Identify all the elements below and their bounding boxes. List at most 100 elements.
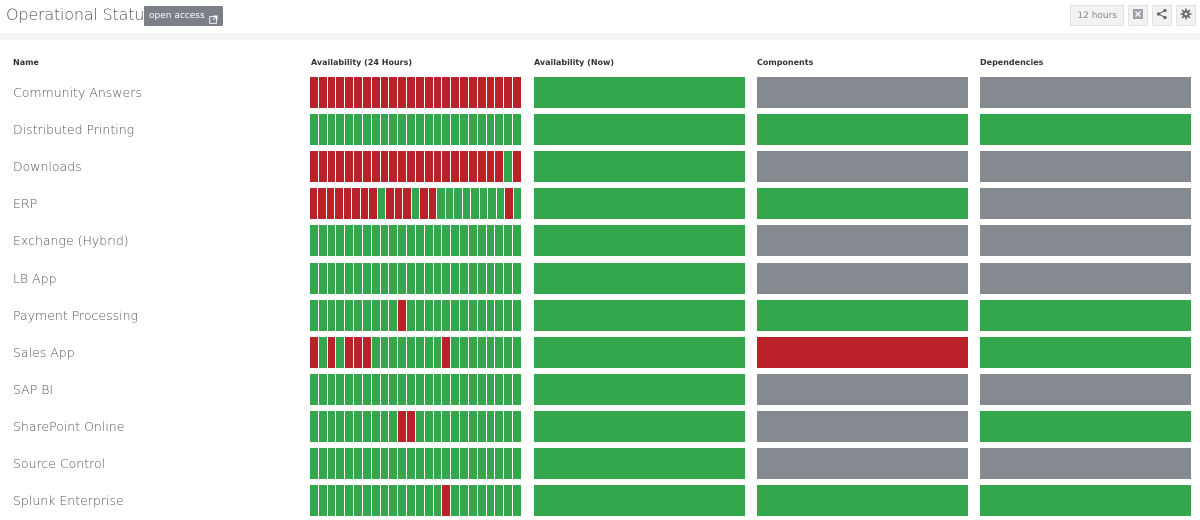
hour-segment[interactable] (407, 485, 415, 516)
hour-segment[interactable] (424, 374, 433, 405)
hour-segment[interactable] (336, 485, 345, 516)
hour-segment[interactable] (345, 300, 354, 331)
hour-segment[interactable] (371, 485, 380, 516)
hour-segment[interactable] (495, 337, 504, 368)
hour-segment[interactable] (362, 77, 371, 108)
hour-segment[interactable] (468, 151, 477, 182)
hour-segment[interactable] (451, 485, 460, 516)
hour-segment[interactable] (513, 188, 522, 219)
settings-button[interactable] (1176, 5, 1196, 26)
hour-segment[interactable] (336, 448, 345, 479)
hour-segment[interactable] (354, 263, 362, 294)
hour-segment[interactable] (327, 485, 336, 516)
hour-segment[interactable] (433, 151, 442, 182)
hour-segment[interactable] (354, 485, 362, 516)
hour-segment[interactable] (380, 411, 389, 442)
hour-segment[interactable] (362, 263, 371, 294)
hour-segment[interactable] (407, 77, 415, 108)
hour-segment[interactable] (451, 374, 460, 405)
availability-now-block[interactable] (534, 225, 745, 256)
hour-segment[interactable] (513, 448, 521, 479)
hour-segment[interactable] (380, 151, 389, 182)
hour-segment[interactable] (371, 411, 380, 442)
hour-segment[interactable] (477, 151, 486, 182)
availability-now-block[interactable] (534, 77, 745, 108)
hour-segment[interactable] (420, 188, 428, 219)
hour-segment[interactable] (451, 263, 460, 294)
hour-segment[interactable] (380, 300, 389, 331)
hour-segment[interactable] (442, 263, 451, 294)
hour-segment[interactable] (407, 374, 415, 405)
availability-24h-bar[interactable] (310, 77, 521, 108)
hour-segment[interactable] (318, 151, 327, 182)
dependencies-block[interactable] (980, 411, 1191, 442)
hour-segment[interactable] (433, 77, 442, 108)
hour-segment[interactable] (345, 485, 354, 516)
hour-segment[interactable] (415, 485, 424, 516)
hour-segment[interactable] (495, 300, 504, 331)
hour-segment[interactable] (415, 114, 424, 145)
hour-segment[interactable] (460, 485, 468, 516)
hour-segment[interactable] (380, 263, 389, 294)
hour-segment[interactable] (415, 225, 424, 256)
hour-segment[interactable] (380, 114, 389, 145)
hour-segment[interactable] (468, 77, 477, 108)
hour-segment[interactable] (369, 188, 377, 219)
hour-segment[interactable] (477, 114, 486, 145)
hour-segment[interactable] (451, 411, 460, 442)
hour-segment[interactable] (310, 225, 318, 256)
hour-segment[interactable] (504, 263, 513, 294)
hour-segment[interactable] (468, 374, 477, 405)
hour-segment[interactable] (451, 225, 460, 256)
hour-segment[interactable] (318, 485, 327, 516)
hour-segment[interactable] (371, 263, 380, 294)
hour-segment[interactable] (460, 337, 468, 368)
hour-segment[interactable] (310, 77, 318, 108)
hour-segment[interactable] (468, 300, 477, 331)
hour-segment[interactable] (371, 114, 380, 145)
hour-segment[interactable] (310, 300, 318, 331)
hour-segment[interactable] (326, 188, 335, 219)
hour-segment[interactable] (415, 300, 424, 331)
hour-segment[interactable] (371, 300, 380, 331)
hour-segment[interactable] (371, 448, 380, 479)
hour-segment[interactable] (354, 448, 362, 479)
service-name[interactable]: ERP (13, 196, 38, 211)
hour-segment[interactable] (362, 114, 371, 145)
hour-segment[interactable] (327, 411, 336, 442)
service-name[interactable]: Source Control (13, 456, 106, 471)
hour-segment[interactable] (451, 337, 460, 368)
service-name[interactable]: Sales App (13, 345, 75, 360)
hour-segment[interactable] (398, 411, 407, 442)
hour-segment[interactable] (362, 448, 371, 479)
hour-segment[interactable] (433, 300, 442, 331)
hour-segment[interactable] (496, 188, 505, 219)
availability-now-block[interactable] (534, 448, 745, 479)
hour-segment[interactable] (504, 337, 513, 368)
hour-segment[interactable] (460, 225, 468, 256)
availability-now-block[interactable] (534, 300, 745, 331)
hour-segment[interactable] (380, 448, 389, 479)
hour-segment[interactable] (403, 188, 411, 219)
hour-segment[interactable] (380, 337, 389, 368)
hour-segment[interactable] (468, 448, 477, 479)
hour-segment[interactable] (354, 411, 362, 442)
hour-segment[interactable] (398, 374, 407, 405)
hour-segment[interactable] (310, 263, 318, 294)
components-block[interactable] (757, 114, 968, 145)
hour-segment[interactable] (371, 77, 380, 108)
hour-segment[interactable] (468, 225, 477, 256)
components-block[interactable] (757, 225, 968, 256)
availability-24h-bar[interactable] (310, 188, 522, 219)
hour-segment[interactable] (345, 337, 354, 368)
components-block[interactable] (757, 188, 968, 219)
availability-24h-bar[interactable] (310, 411, 521, 442)
components-block[interactable] (757, 337, 968, 368)
hour-segment[interactable] (389, 448, 398, 479)
hour-segment[interactable] (415, 448, 424, 479)
hour-segment[interactable] (477, 337, 486, 368)
service-name[interactable]: Exchange (Hybrid) (13, 233, 129, 248)
hour-segment[interactable] (486, 225, 495, 256)
hour-segment[interactable] (345, 448, 354, 479)
hour-segment[interactable] (486, 114, 495, 145)
